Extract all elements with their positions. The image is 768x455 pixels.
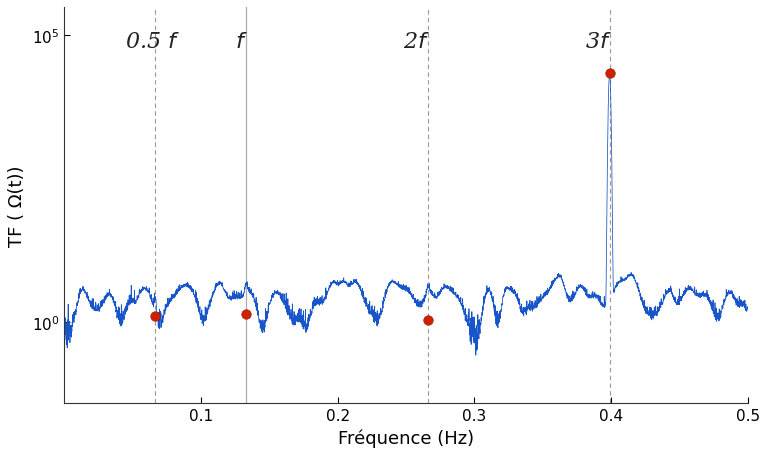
Text: 3$f$: 3$f$ xyxy=(585,31,612,53)
Text: $f$: $f$ xyxy=(235,31,248,53)
X-axis label: Fréquence (Hz): Fréquence (Hz) xyxy=(338,428,474,447)
Text: 0.5 $f$: 0.5 $f$ xyxy=(125,31,180,53)
Y-axis label: TF ( Ω(t)): TF ( Ω(t)) xyxy=(8,165,26,246)
Text: 2$f$: 2$f$ xyxy=(403,31,430,53)
